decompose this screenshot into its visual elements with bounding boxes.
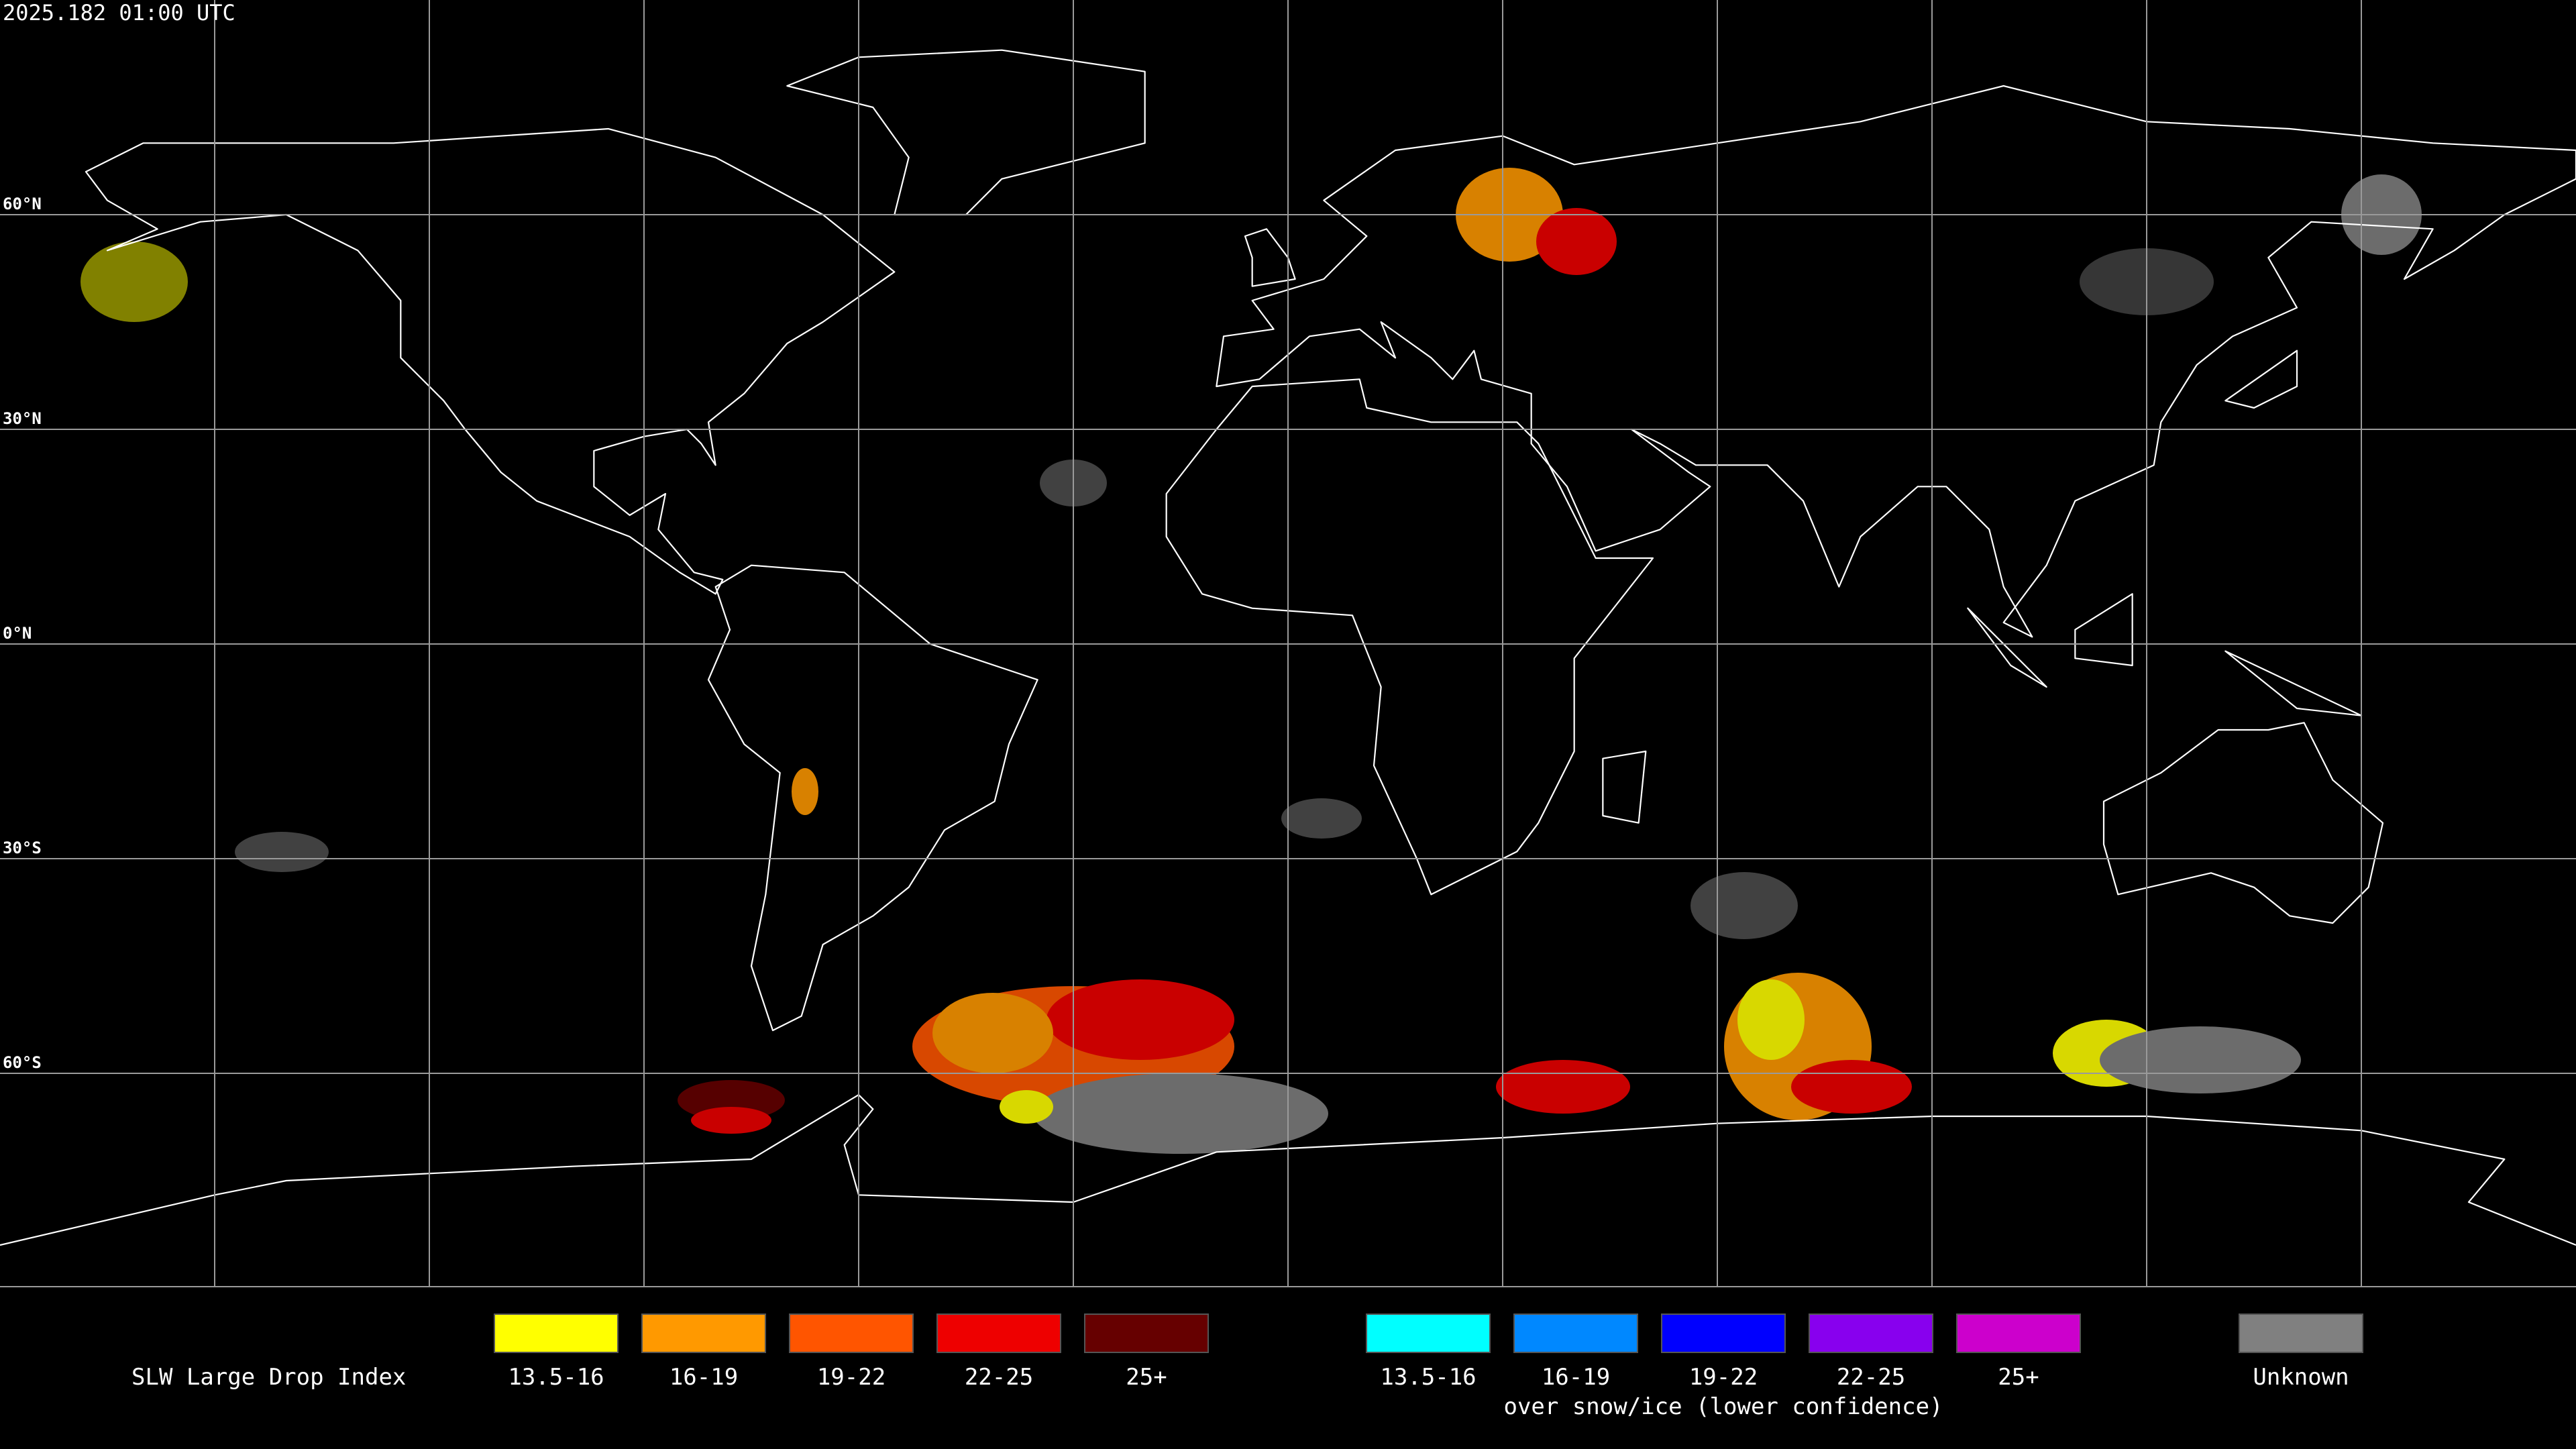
- latitude-label: 30°S: [3, 839, 42, 857]
- legend-swatch: [1661, 1313, 1786, 1353]
- latitude-label: 60°S: [3, 1053, 42, 1072]
- timestamp: 2025.182 01:00 UTC: [3, 0, 235, 25]
- legend-caption: over snow/ice (lower confidence): [1503, 1393, 1943, 1420]
- legend-swatch: [641, 1313, 766, 1353]
- legend-swatch: [2239, 1313, 2363, 1353]
- legend-swatch: [1809, 1313, 1933, 1353]
- legend-title: SLW Large Drop Index: [131, 1364, 406, 1391]
- legend-swatch: [1366, 1313, 1491, 1353]
- legend: SLW Large Drop Index 13.5-16 16-19 19-22 22…: [131, 1313, 2363, 1420]
- legend-label: 25+: [1126, 1364, 1167, 1391]
- legend-swatch: [1513, 1313, 1638, 1353]
- legend-label: 22-25: [965, 1364, 1033, 1391]
- legend-label: 25+: [1998, 1364, 2039, 1391]
- legend-swatch: [1084, 1313, 1209, 1353]
- legend-swatch: [1956, 1313, 2081, 1353]
- legend-label: Unknown: [2253, 1364, 2349, 1391]
- legend-label: 13.5-16: [508, 1364, 604, 1391]
- latitude-labels: 60°N 30°N 0°N 30°S 60°S: [3, 195, 42, 1072]
- latitude-label: 30°N: [3, 409, 42, 428]
- latitude-label: 0°N: [3, 624, 32, 643]
- legend-label: 19-22: [817, 1364, 885, 1391]
- legend-swatch: [936, 1313, 1061, 1353]
- legend-swatch: [789, 1313, 914, 1353]
- latitude-label: 60°N: [3, 195, 42, 213]
- legend-label: 19-22: [1689, 1364, 1758, 1391]
- graticule: [0, 0, 2576, 1287]
- cloud-field: [80, 168, 2422, 1154]
- legend-label: 16-19: [1542, 1364, 1610, 1391]
- legend-swatch: [494, 1313, 619, 1353]
- legend-label: 22-25: [1837, 1364, 1905, 1391]
- legend-label: 13.5-16: [1380, 1364, 1476, 1391]
- legend-label: 16-19: [669, 1364, 738, 1391]
